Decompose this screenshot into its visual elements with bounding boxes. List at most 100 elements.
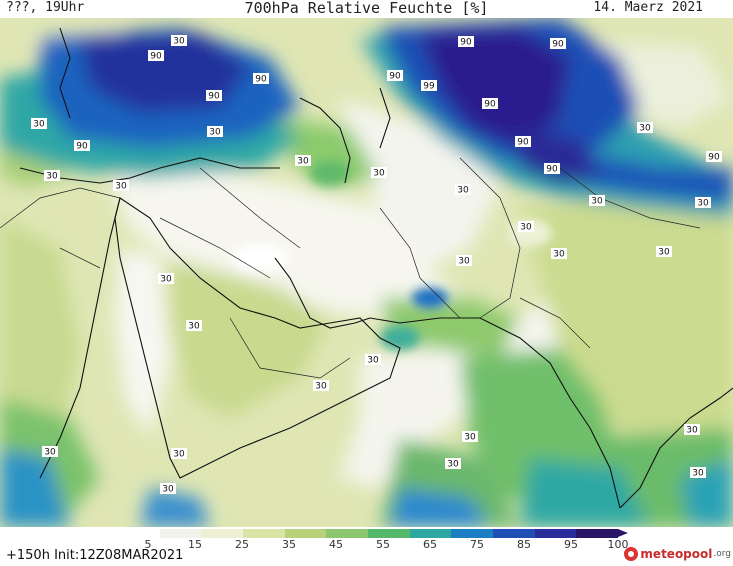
meteopool-logo: meteopool .org bbox=[624, 544, 731, 564]
svg-text:30: 30 bbox=[173, 450, 185, 460]
svg-text:30: 30 bbox=[639, 124, 651, 134]
label-90-h: 90 bbox=[515, 136, 531, 148]
header: ???, 19Uhr 700hPa Relative Feuchte [%] 1… bbox=[0, 0, 733, 18]
svg-text:90: 90 bbox=[517, 138, 529, 148]
label-99: 99 bbox=[421, 80, 437, 92]
svg-text:90: 90 bbox=[484, 100, 496, 110]
label-30-r: 30 bbox=[313, 380, 329, 392]
label-30-d: 30 bbox=[44, 170, 60, 182]
colorbar-scale bbox=[118, 529, 619, 538]
label-30-v: 30 bbox=[42, 446, 58, 458]
svg-text:90: 90 bbox=[150, 52, 162, 62]
svg-text:30: 30 bbox=[44, 448, 56, 458]
svg-text:30: 30 bbox=[46, 172, 58, 182]
svg-text:30: 30 bbox=[464, 433, 476, 443]
country-borders bbox=[0, 157, 701, 379]
svg-text:30: 30 bbox=[115, 182, 127, 192]
label-30-f: 30 bbox=[371, 167, 387, 179]
colorbar-tick-label: 100 bbox=[607, 538, 629, 551]
label-90-e: 90 bbox=[458, 36, 474, 48]
colorbar-swatch bbox=[284, 529, 327, 538]
colorbar-swatch bbox=[243, 529, 285, 538]
svg-text:90: 90 bbox=[708, 153, 720, 163]
colorbar-arrow bbox=[618, 529, 628, 537]
svg-text:30: 30 bbox=[209, 128, 221, 138]
label-30-m: 30 bbox=[656, 246, 672, 258]
svg-text:30: 30 bbox=[458, 257, 470, 267]
label-30-z: 30 bbox=[690, 467, 706, 479]
label-30-g: 30 bbox=[637, 122, 653, 134]
svg-text:90: 90 bbox=[76, 142, 88, 152]
map-title: 700hPa Relative Feuchte [%] bbox=[244, 0, 489, 17]
colorbar-tick-label: 55 bbox=[376, 538, 390, 551]
logo-tld: .org bbox=[713, 549, 731, 559]
label-30-u: 30 bbox=[445, 458, 461, 470]
svg-text:30: 30 bbox=[457, 186, 469, 196]
svg-text:30: 30 bbox=[697, 199, 709, 209]
svg-text:30: 30 bbox=[447, 460, 459, 470]
colorbar-swatch bbox=[493, 529, 535, 538]
colorbar-swatch bbox=[451, 529, 494, 538]
label-30-k: 30 bbox=[518, 221, 534, 233]
label-30-w: 30 bbox=[171, 448, 187, 460]
svg-text:30: 30 bbox=[367, 356, 379, 366]
svg-text:90: 90 bbox=[389, 72, 401, 82]
label-90-d: 90 bbox=[74, 140, 90, 152]
svg-text:30: 30 bbox=[315, 382, 327, 392]
label-90-b: 90 bbox=[253, 73, 269, 85]
svg-text:99: 99 bbox=[423, 82, 435, 92]
label-90-c: 90 bbox=[206, 90, 222, 102]
colorbar-labels: 5 15 25 35 45 55 65 75 85 95 100 bbox=[118, 538, 629, 554]
svg-text:30: 30 bbox=[591, 197, 603, 207]
svg-text:30: 30 bbox=[658, 248, 670, 258]
label-30-j: 30 bbox=[695, 197, 711, 209]
svg-text:90: 90 bbox=[546, 165, 558, 175]
coastlines bbox=[19, 27, 733, 509]
label-90-i: 90 bbox=[544, 163, 560, 175]
label-30-q: 30 bbox=[365, 354, 381, 366]
svg-text:90: 90 bbox=[460, 38, 472, 48]
colorbar-swatch bbox=[326, 529, 369, 538]
label-30-a: 30 bbox=[171, 35, 187, 47]
colorbar-tick-label: 75 bbox=[470, 538, 484, 551]
colorbar-tick-label: 95 bbox=[564, 538, 578, 551]
colorbar-tick-label: 15 bbox=[188, 538, 202, 551]
label-30-i: 30 bbox=[589, 195, 605, 207]
contour-labels: 90 90 90 90 90 90 90 99 90 90 90 90 30 3… bbox=[31, 35, 722, 495]
colorbar: 5 15 25 35 45 55 65 75 85 95 100 bbox=[0, 527, 733, 566]
valid-date-label: 14. Maerz 2021 bbox=[593, 0, 703, 15]
colorbar-swatch bbox=[368, 529, 410, 538]
colorbar-swatch bbox=[534, 529, 577, 538]
svg-text:30: 30 bbox=[520, 223, 532, 233]
svg-text:90: 90 bbox=[552, 40, 564, 50]
logo-icon bbox=[624, 547, 639, 561]
label-30-c: 30 bbox=[207, 126, 223, 138]
label-30-t: 30 bbox=[684, 424, 700, 436]
svg-text:30: 30 bbox=[692, 469, 704, 479]
label-30-b: 30 bbox=[31, 118, 47, 130]
label-30-e: 30 bbox=[295, 155, 311, 167]
svg-text:30: 30 bbox=[162, 485, 174, 495]
colorbar-tick-label: 85 bbox=[517, 538, 531, 551]
svg-text:90: 90 bbox=[208, 92, 220, 102]
humidity-map: 90 90 90 90 90 90 90 99 90 90 90 90 30 3… bbox=[0, 18, 733, 527]
label-30-h: 30 bbox=[455, 184, 471, 196]
label-30-n: 30 bbox=[456, 255, 472, 267]
colorbar-swatch bbox=[576, 529, 619, 538]
svg-text:30: 30 bbox=[188, 322, 200, 332]
svg-text:90: 90 bbox=[255, 75, 267, 85]
colorbar-tick-label: 45 bbox=[329, 538, 343, 551]
label-30-s: 30 bbox=[462, 431, 478, 443]
label-30-p: 30 bbox=[186, 320, 202, 332]
label-30-y: 30 bbox=[113, 180, 129, 192]
label-90-j: 90 bbox=[387, 70, 403, 82]
humidity-field bbox=[0, 18, 733, 527]
colorbar-tick-label: 35 bbox=[282, 538, 296, 551]
svg-text:30: 30 bbox=[553, 250, 565, 260]
label-90-k: 90 bbox=[706, 151, 722, 163]
colorbar-swatch bbox=[409, 529, 452, 538]
colorbar-swatch bbox=[118, 529, 160, 538]
colorbar-swatch bbox=[201, 529, 244, 538]
valid-time-label: ???, 19Uhr bbox=[6, 0, 85, 15]
label-90-g: 90 bbox=[482, 98, 498, 110]
